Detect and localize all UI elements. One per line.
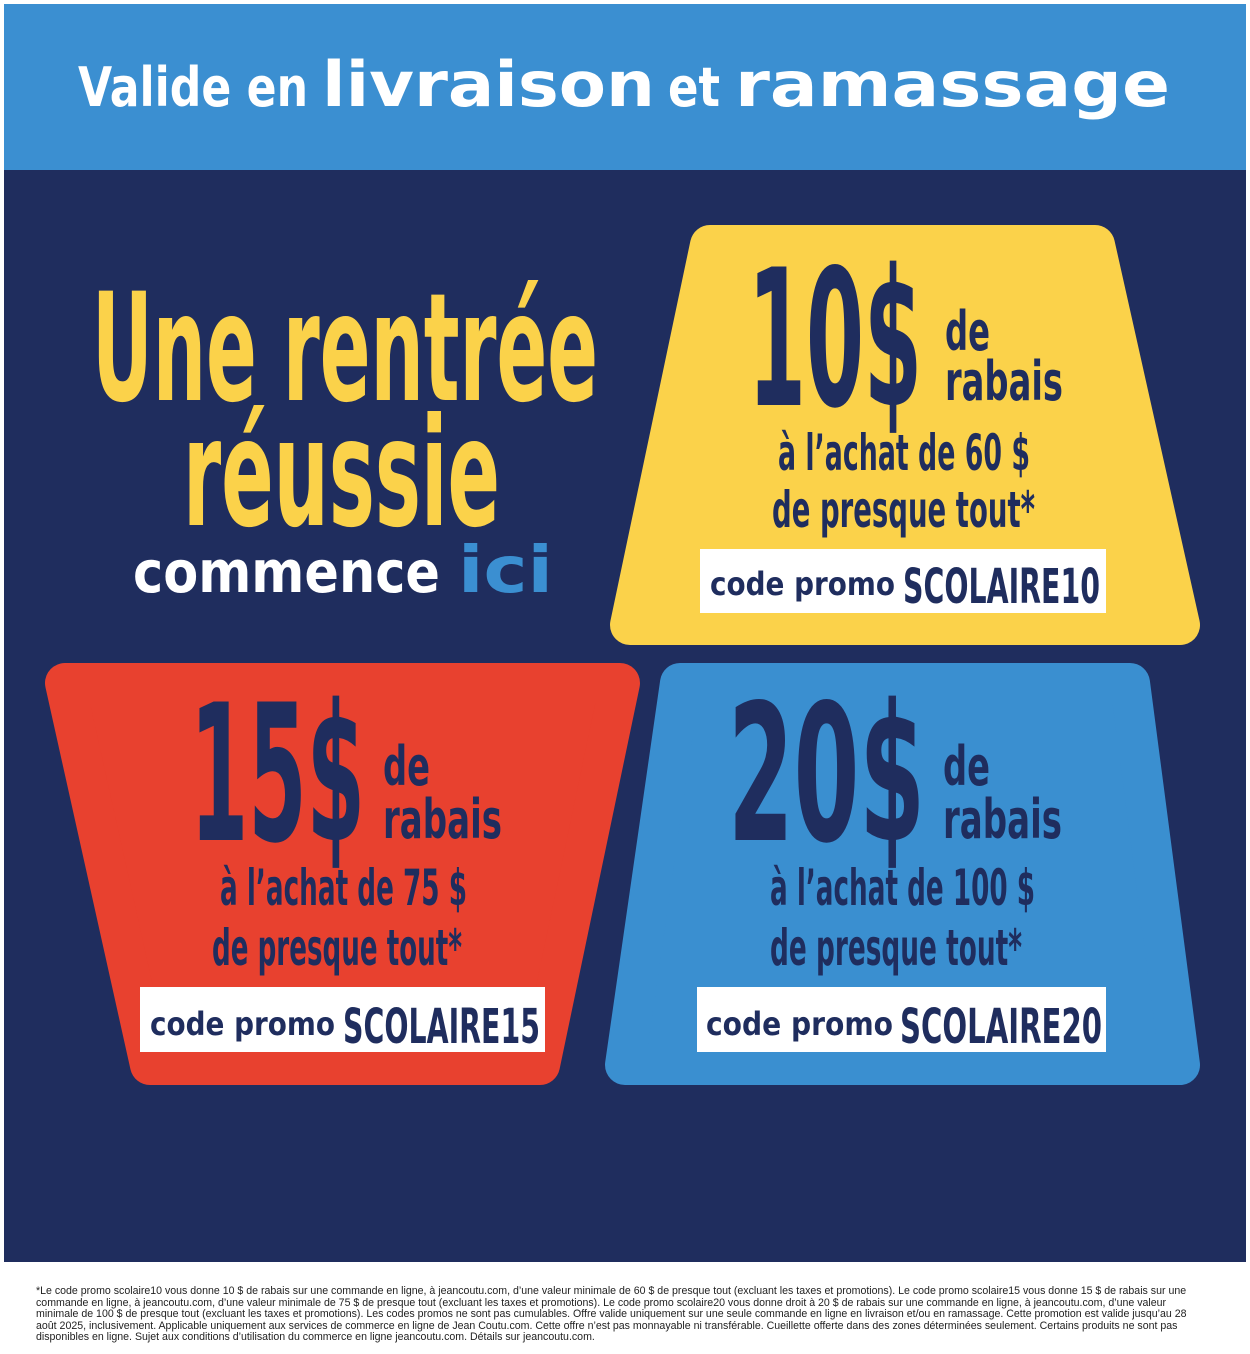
offer-shape [610, 225, 1200, 645]
offer-condition: à l’achat de 75 $ [220, 859, 467, 917]
offer-unit: rabais [383, 788, 502, 851]
offer-condition: à l’achat de 60 $ [778, 424, 1030, 482]
code-box [700, 549, 1106, 613]
offer-condition: à l’achat de 100 $ [770, 859, 1035, 917]
offer-amount: 10$ [748, 229, 922, 450]
offer-unit: rabais [945, 350, 1063, 413]
offer-unit: de [945, 300, 990, 363]
offer-unit: de [943, 735, 990, 798]
headline: commence [133, 538, 440, 606]
code-label: code promo [710, 565, 895, 603]
offer-unit: de [383, 735, 430, 798]
promo-code: SCOLAIRE15 [343, 999, 540, 1055]
banner [4, 4, 1246, 172]
texts: Valide en livraison et ramassage Une rentrée… [78, 48, 1170, 1055]
headline: ici [458, 534, 553, 608]
offer-amount: 20$ [728, 664, 925, 885]
promo-code: SCOLAIRE20 [900, 999, 1102, 1055]
code-box [697, 987, 1106, 1052]
code-label: code promo [150, 1005, 335, 1043]
poster: Valide en livraison et ramassage Une rentrée… [4, 4, 1246, 1262]
offer-condition: de presque tout* [772, 481, 1035, 539]
headline: réussie [183, 387, 500, 561]
footnote: *Le code promo scolaire10 vous donne 10 … [36, 1285, 1187, 1344]
offer-shape [45, 663, 640, 1085]
banner-text: Valide en [78, 56, 308, 119]
headline: Une rentrée [92, 262, 598, 436]
code-box [140, 987, 545, 1052]
banner-text: livraison [322, 48, 655, 121]
banner-text: ramassage [735, 48, 1170, 121]
code-label: code promo [706, 1005, 893, 1043]
banner-text: et [668, 56, 720, 119]
promo-code: SCOLAIRE10 [903, 559, 1100, 615]
offer-condition: de presque tout* [212, 919, 462, 977]
offer-condition: de presque tout* [770, 919, 1022, 977]
offer-unit: rabais [943, 788, 1062, 851]
offer-amount: 15$ [190, 664, 365, 885]
offer-shape [605, 663, 1200, 1085]
